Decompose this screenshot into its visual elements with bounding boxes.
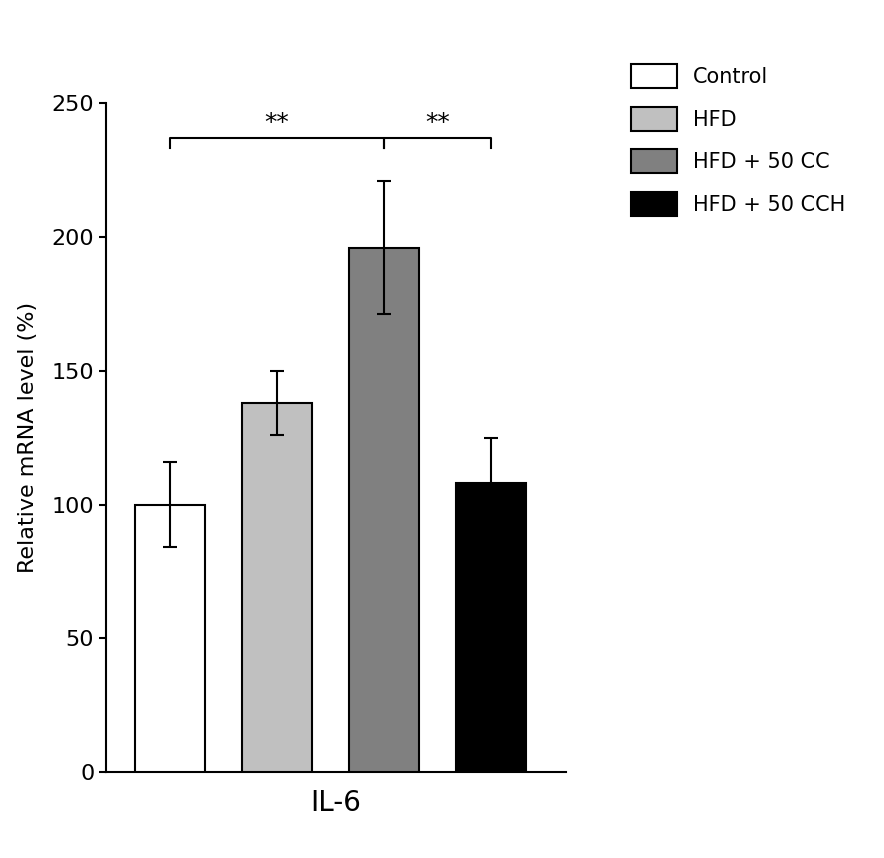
Bar xyxy=(349,247,419,772)
Bar xyxy=(135,505,205,772)
Y-axis label: Relative mRNA level (%): Relative mRNA level (%) xyxy=(18,302,38,573)
Legend: Control, HFD, HFD + 50 CC, HFD + 50 CCH: Control, HFD, HFD + 50 CC, HFD + 50 CCH xyxy=(621,53,856,227)
Text: **: ** xyxy=(264,111,289,135)
Bar xyxy=(242,402,312,772)
Text: **: ** xyxy=(425,111,450,135)
Bar xyxy=(456,483,526,772)
X-axis label: IL-6: IL-6 xyxy=(310,789,362,817)
